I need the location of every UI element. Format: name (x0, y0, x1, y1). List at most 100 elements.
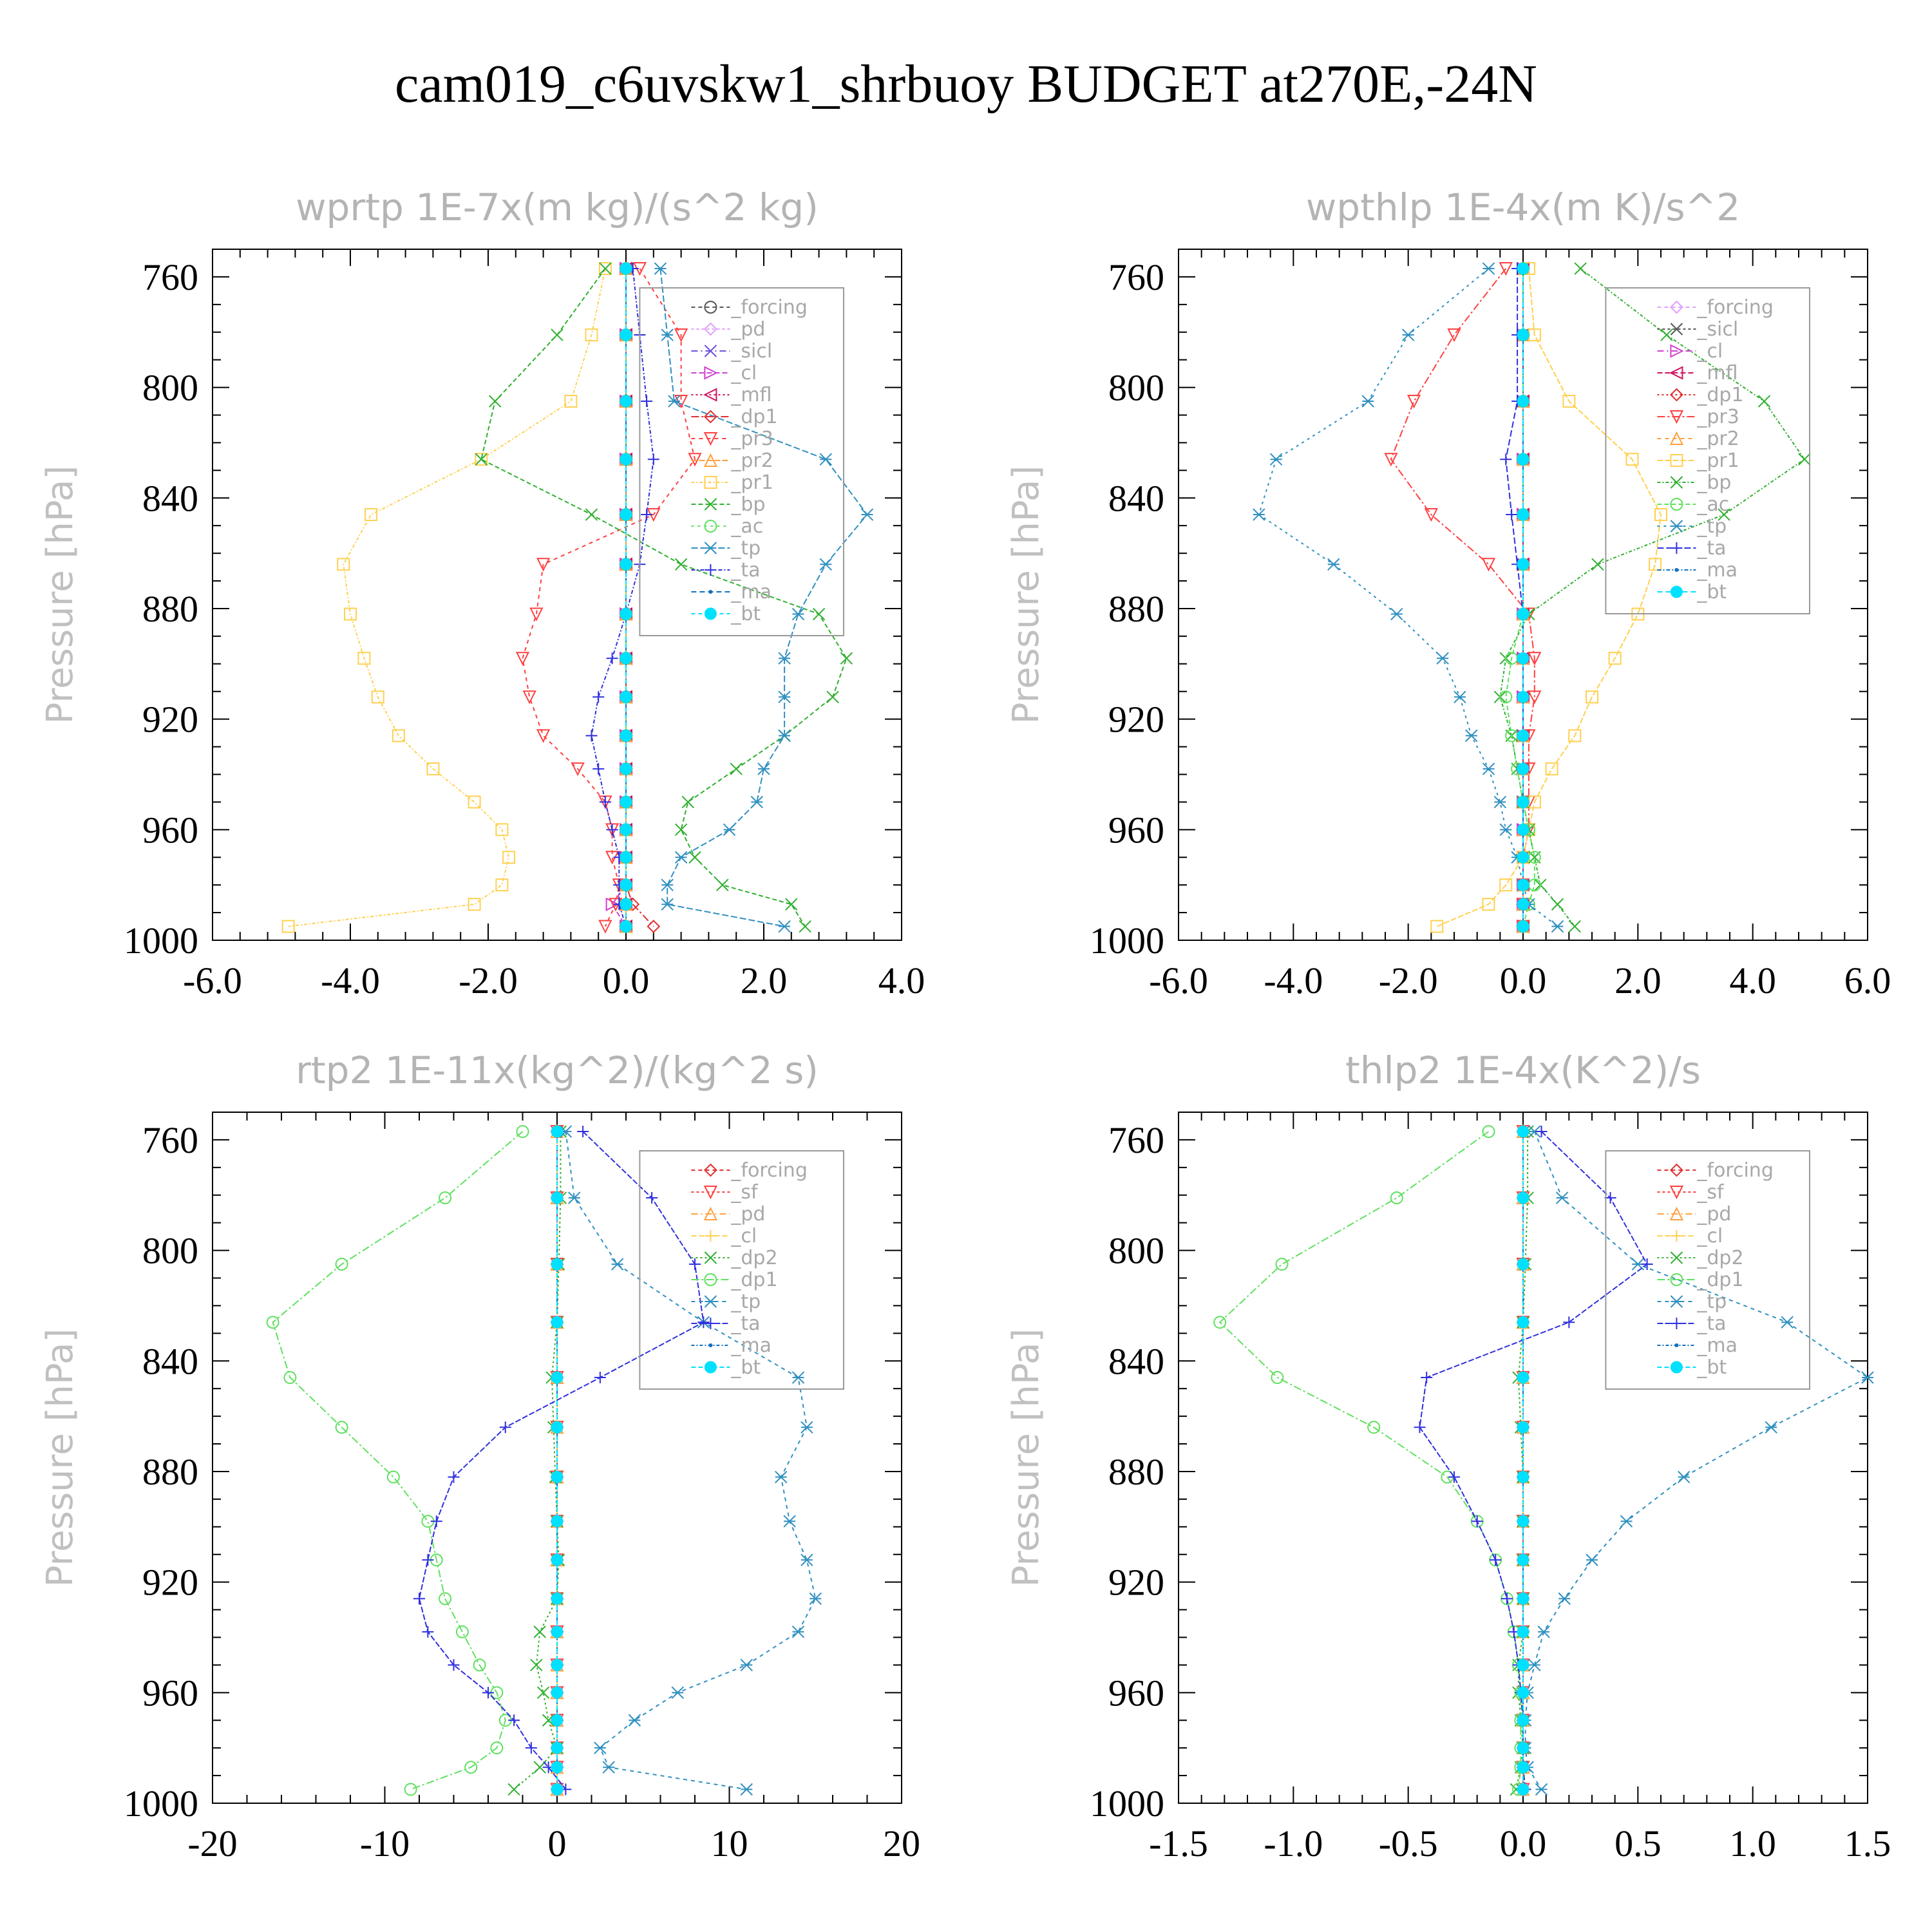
data-point-ta (448, 1659, 460, 1671)
data-point-bp (488, 395, 502, 408)
data-point-bt (620, 328, 632, 341)
data-point-pr1 (281, 920, 295, 933)
x-tick-label: 0 (548, 1823, 567, 1864)
data-point-pr3 (571, 762, 585, 777)
data-point-tp (1677, 1470, 1690, 1484)
data-point-pr1 (344, 607, 357, 621)
legend-label-pr2: _pr2 (1696, 428, 1739, 450)
x-tick-label: -10 (360, 1823, 410, 1864)
data-point-tp (661, 878, 674, 891)
legend-marker-bt (704, 1361, 717, 1374)
data-point-bt (1517, 1316, 1530, 1329)
data-point-bt (551, 1191, 564, 1204)
data-point-bp (1591, 558, 1604, 571)
data-point-pr1 (1625, 453, 1639, 466)
y-tick-label: 840 (1108, 1340, 1164, 1382)
data-point-ta (413, 1593, 425, 1605)
data-point-dp1 (464, 1761, 478, 1774)
data-point-bt (1517, 1471, 1530, 1484)
data-point-ta (641, 509, 653, 521)
legend-label-cl: _cl (1696, 340, 1723, 363)
data-point-bt (1517, 1125, 1530, 1138)
data-point-tp (1269, 453, 1283, 466)
data-point-bt (551, 1515, 564, 1528)
x-ticks (212, 1112, 902, 1803)
data-point-tp (1555, 1191, 1569, 1204)
data-point-bt (620, 608, 632, 621)
data-point-ta (1563, 1316, 1575, 1329)
data-point-tp (809, 1592, 822, 1605)
data-point-tp (1781, 1316, 1794, 1329)
data-point-tp (1465, 729, 1478, 743)
data-point-bt (551, 1125, 564, 1138)
series-group (1253, 261, 1811, 934)
data-point-pr3 (688, 453, 702, 467)
panel-title: wprtp 1E-7x(m kg)/(s^2 kg) (296, 185, 819, 229)
data-point-tp (1551, 920, 1564, 933)
data-point-tp (778, 920, 791, 933)
data-point-ta (606, 824, 618, 836)
series-line-ta (591, 268, 654, 927)
legend-marker-bt (1670, 585, 1683, 598)
data-point-tp (1454, 690, 1466, 704)
data-point-bp (799, 920, 811, 933)
legend-box (639, 287, 845, 636)
data-point-bt (551, 1741, 564, 1754)
data-point-ta (422, 1554, 434, 1566)
data-point-bt (1517, 1658, 1530, 1671)
legend-label-forcing: _forcing (1696, 296, 1773, 319)
data-point-ta (1448, 1471, 1460, 1483)
data-point-pr3 (1481, 558, 1496, 572)
data-point-bp (812, 607, 826, 621)
legend: _forcing_pd_sicl_cl_mfl_dp1_pr3_pr2_pr1_… (639, 287, 845, 636)
legend-marker-ma (1674, 568, 1679, 572)
legend-marker-bt (704, 607, 717, 620)
x-ticks (1178, 1112, 1868, 1803)
y-tick-label: 800 (1108, 1230, 1164, 1272)
x-tick-label: 1.5 (1844, 1823, 1891, 1864)
data-point-pr1 (365, 508, 378, 522)
data-point-tp (1586, 1553, 1598, 1567)
data-point-pr3 (1528, 690, 1542, 705)
data-point-pr3 (1447, 328, 1461, 343)
data-point-bt (620, 878, 632, 891)
data-point-ac (1499, 690, 1513, 704)
legend-label-bt: _bt (1696, 581, 1727, 603)
data-point-ta (508, 1714, 520, 1727)
legend-label-forcing: _forcing (730, 1159, 807, 1182)
data-point-pr1 (371, 690, 384, 704)
data-point-tp (791, 607, 805, 621)
legend-label-sicl: _sicl (1696, 318, 1738, 341)
legend-marker-ma (708, 1343, 713, 1347)
y-tick-label: 960 (142, 1672, 198, 1714)
data-point-tp (671, 1686, 684, 1700)
legend-label-ma: _ma (730, 1334, 772, 1357)
legend-marker-tp (704, 1295, 717, 1308)
x-ticks (1178, 249, 1868, 940)
series-line-pr3 (1390, 268, 1535, 927)
data-point-dp1 (439, 1191, 452, 1205)
data-point-bt (620, 395, 632, 408)
data-point-ta (592, 762, 605, 775)
data-point-bt (1517, 453, 1530, 466)
legend-label-cl: _cl (1696, 1225, 1723, 1247)
data-point-tp (1327, 558, 1340, 571)
data-point-tp (740, 1783, 753, 1796)
legend-marker-ta (1671, 542, 1683, 554)
data-point-bt (1517, 608, 1530, 621)
data-point-bt (1517, 262, 1530, 275)
data-point-tp (1535, 1783, 1548, 1796)
data-point-bt (1517, 1515, 1530, 1528)
chart-rtp2: rtp2 1E-11x(kg^2)/(kg^2 s) Pressure [hPa]… (39, 1048, 920, 1864)
data-point-bt (551, 1658, 564, 1671)
legend-marker-bt (1670, 1361, 1683, 1374)
x-ticks (212, 249, 902, 940)
data-point-bt (1517, 1371, 1530, 1384)
data-point-dp1 (335, 1421, 348, 1434)
legend-label-sicl: _sicl (730, 340, 772, 363)
x-tick-label: 0.0 (603, 960, 650, 1001)
data-point-tp (568, 1191, 581, 1204)
x-tick-label: 2.0 (741, 960, 788, 1001)
chart-wpthlp: wpthlp 1E-4x(m K)/s^2 Pressure [hPa] 760 80… (1005, 185, 1891, 1001)
legend-label-bt: _bt (730, 603, 761, 625)
